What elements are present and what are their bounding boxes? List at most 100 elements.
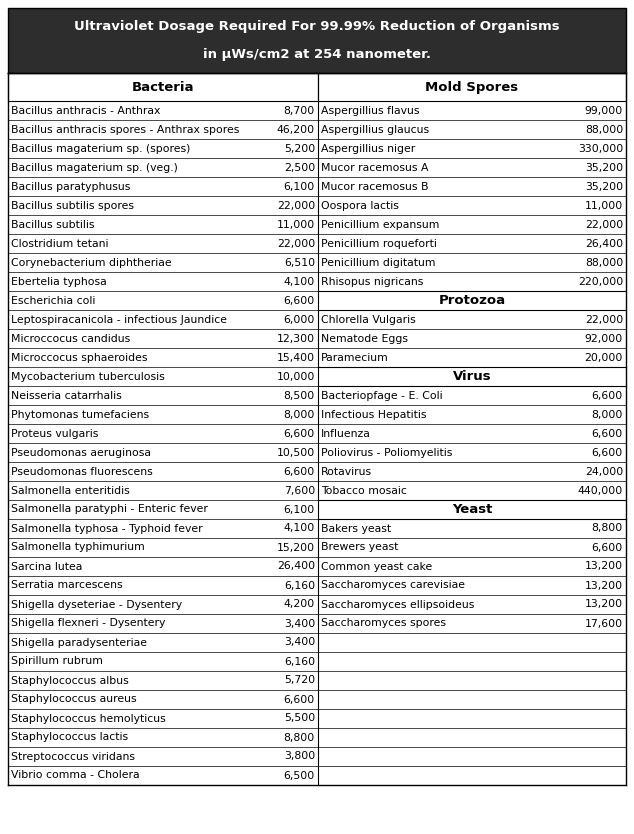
Text: Saccharomyces spores: Saccharomyces spores [321, 619, 446, 629]
Bar [318, 291, 626, 310]
Text: Bacillus subtilis: Bacillus subtilis [11, 219, 94, 229]
Text: Clostridium tetani: Clostridium tetani [11, 239, 108, 249]
Text: 10,500: 10,500 [277, 448, 315, 458]
Text: 4,200: 4,200 [284, 600, 315, 610]
Text: Bacillus anthracis spores - Anthrax spores: Bacillus anthracis spores - Anthrax spor… [11, 124, 240, 134]
Text: Oospora lactis: Oospora lactis [321, 200, 399, 210]
Text: Salmonella enteritidis: Salmonella enteritidis [11, 485, 130, 495]
Text: 6,500: 6,500 [284, 771, 315, 781]
Text: Neisseria catarrhalis: Neisseria catarrhalis [11, 390, 122, 400]
Text: 6,600: 6,600 [284, 466, 315, 476]
Text: Bacteriopfage - E. Coli: Bacteriopfage - E. Coli [321, 390, 443, 400]
Text: Bacillus magaterium sp. (spores): Bacillus magaterium sp. (spores) [11, 143, 190, 153]
Text: Mucor racemosus B: Mucor racemosus B [321, 182, 429, 192]
Text: 5,200: 5,200 [284, 143, 315, 153]
Text: 6,160: 6,160 [284, 580, 315, 590]
Text: 330,000: 330,000 [578, 143, 623, 153]
Text: Staphylococcus lactis: Staphylococcus lactis [11, 732, 128, 742]
Text: Shigella flexneri - Dysentery: Shigella flexneri - Dysentery [11, 619, 165, 629]
Text: 15,400: 15,400 [277, 353, 315, 363]
Text: 6,100: 6,100 [284, 505, 315, 515]
Text: 6,600: 6,600 [592, 390, 623, 400]
Text: 6,510: 6,510 [284, 258, 315, 268]
Text: 4,100: 4,100 [284, 277, 315, 287]
Text: Nematode Eggs: Nematode Eggs [321, 334, 408, 344]
Text: 11,000: 11,000 [277, 219, 315, 229]
Text: 8,000: 8,000 [283, 409, 315, 420]
Text: Microccocus candidus: Microccocus candidus [11, 334, 130, 344]
Text: 46,200: 46,200 [277, 124, 315, 134]
Text: 26,400: 26,400 [585, 239, 623, 249]
Text: 8,800: 8,800 [592, 524, 623, 534]
Text: 11,000: 11,000 [585, 200, 623, 210]
Text: Salmonella paratyphi - Enteric fever: Salmonella paratyphi - Enteric fever [11, 505, 208, 515]
Text: Bacillus subtilis spores: Bacillus subtilis spores [11, 200, 134, 210]
Text: Ebertelia typhosa: Ebertelia typhosa [11, 277, 107, 287]
Text: Shigella dyseteriae - Dysentery: Shigella dyseteriae - Dysentery [11, 600, 182, 610]
Text: Leptospiracanicola - infectious Jaundice: Leptospiracanicola - infectious Jaundice [11, 314, 227, 324]
Text: in μWs/cm2 at 254 nanometer.: in μWs/cm2 at 254 nanometer. [203, 48, 431, 62]
Text: 6,600: 6,600 [592, 448, 623, 458]
Text: Virus: Virus [453, 370, 491, 383]
Text: Bacillus magaterium sp. (veg.): Bacillus magaterium sp. (veg.) [11, 163, 178, 173]
Text: 6,000: 6,000 [283, 314, 315, 324]
Text: Saccharomyces carevisiae: Saccharomyces carevisiae [321, 580, 465, 590]
Text: 22,000: 22,000 [585, 314, 623, 324]
Text: Rhisopus nigricans: Rhisopus nigricans [321, 277, 424, 287]
Text: 8,700: 8,700 [284, 105, 315, 115]
Text: Staphylococcus aureus: Staphylococcus aureus [11, 695, 136, 705]
Text: Escherichia coli: Escherichia coli [11, 295, 95, 305]
Text: 6,600: 6,600 [284, 695, 315, 705]
Text: Common yeast cake: Common yeast cake [321, 561, 432, 571]
Text: Penicillium expansum: Penicillium expansum [321, 219, 439, 229]
Text: Aspergillius flavus: Aspergillius flavus [321, 105, 420, 115]
Text: Infectious Hepatitis: Infectious Hepatitis [321, 409, 427, 420]
Text: 26,400: 26,400 [277, 561, 315, 571]
Text: 15,200: 15,200 [277, 542, 315, 552]
Text: Chlorella Vulgaris: Chlorella Vulgaris [321, 314, 416, 324]
Text: Yeast: Yeast [452, 503, 492, 516]
Text: 24,000: 24,000 [585, 466, 623, 476]
Text: 2,500: 2,500 [284, 163, 315, 173]
Text: Corynebacterium diphtheriae: Corynebacterium diphtheriae [11, 258, 172, 268]
Text: Streptococcus viridans: Streptococcus viridans [11, 751, 135, 761]
Text: 13,200: 13,200 [585, 600, 623, 610]
Text: Pseudomonas fluorescens: Pseudomonas fluorescens [11, 466, 153, 476]
Text: Bacillus paratyphusus: Bacillus paratyphusus [11, 182, 131, 192]
Text: 3,400: 3,400 [284, 619, 315, 629]
Text: Salmonella typhimurium: Salmonella typhimurium [11, 542, 145, 552]
Text: Protozoa: Protozoa [439, 294, 505, 307]
Text: 22,000: 22,000 [585, 219, 623, 229]
Text: 88,000: 88,000 [585, 258, 623, 268]
Text: 35,200: 35,200 [585, 182, 623, 192]
Text: 13,200: 13,200 [585, 561, 623, 571]
Text: 92,000: 92,000 [585, 334, 623, 344]
Text: Pseudomonas aeruginosa: Pseudomonas aeruginosa [11, 448, 151, 458]
Text: Influenza: Influenza [321, 429, 371, 439]
Text: 35,200: 35,200 [585, 163, 623, 173]
Text: 88,000: 88,000 [585, 124, 623, 134]
Text: Microccocus sphaeroides: Microccocus sphaeroides [11, 353, 148, 363]
Bar [318, 73, 626, 101]
Text: 6,600: 6,600 [592, 542, 623, 552]
Text: 22,000: 22,000 [277, 200, 315, 210]
Text: Staphylococcus albus: Staphylococcus albus [11, 676, 129, 686]
Text: 17,600: 17,600 [585, 619, 623, 629]
Text: Bakers yeast: Bakers yeast [321, 524, 391, 534]
Text: 99,000: 99,000 [585, 105, 623, 115]
Text: 6,600: 6,600 [284, 295, 315, 305]
Text: 5,500: 5,500 [284, 714, 315, 724]
Text: Penicillium digitatum: Penicillium digitatum [321, 258, 436, 268]
Text: Phytomonas tumefaciens: Phytomonas tumefaciens [11, 409, 149, 420]
Text: Mucor racemosus A: Mucor racemosus A [321, 163, 429, 173]
Text: Brewers yeast: Brewers yeast [321, 542, 398, 552]
Text: 8,800: 8,800 [284, 732, 315, 742]
Text: Aspergillius niger: Aspergillius niger [321, 143, 415, 153]
Text: Penicillium roqueforti: Penicillium roqueforti [321, 239, 437, 249]
Text: Bacteria: Bacteria [132, 81, 194, 93]
Text: 22,000: 22,000 [277, 239, 315, 249]
Text: 3,400: 3,400 [284, 637, 315, 647]
Text: 12,300: 12,300 [277, 334, 315, 344]
Text: 3,800: 3,800 [284, 751, 315, 761]
Text: Paramecium: Paramecium [321, 353, 389, 363]
